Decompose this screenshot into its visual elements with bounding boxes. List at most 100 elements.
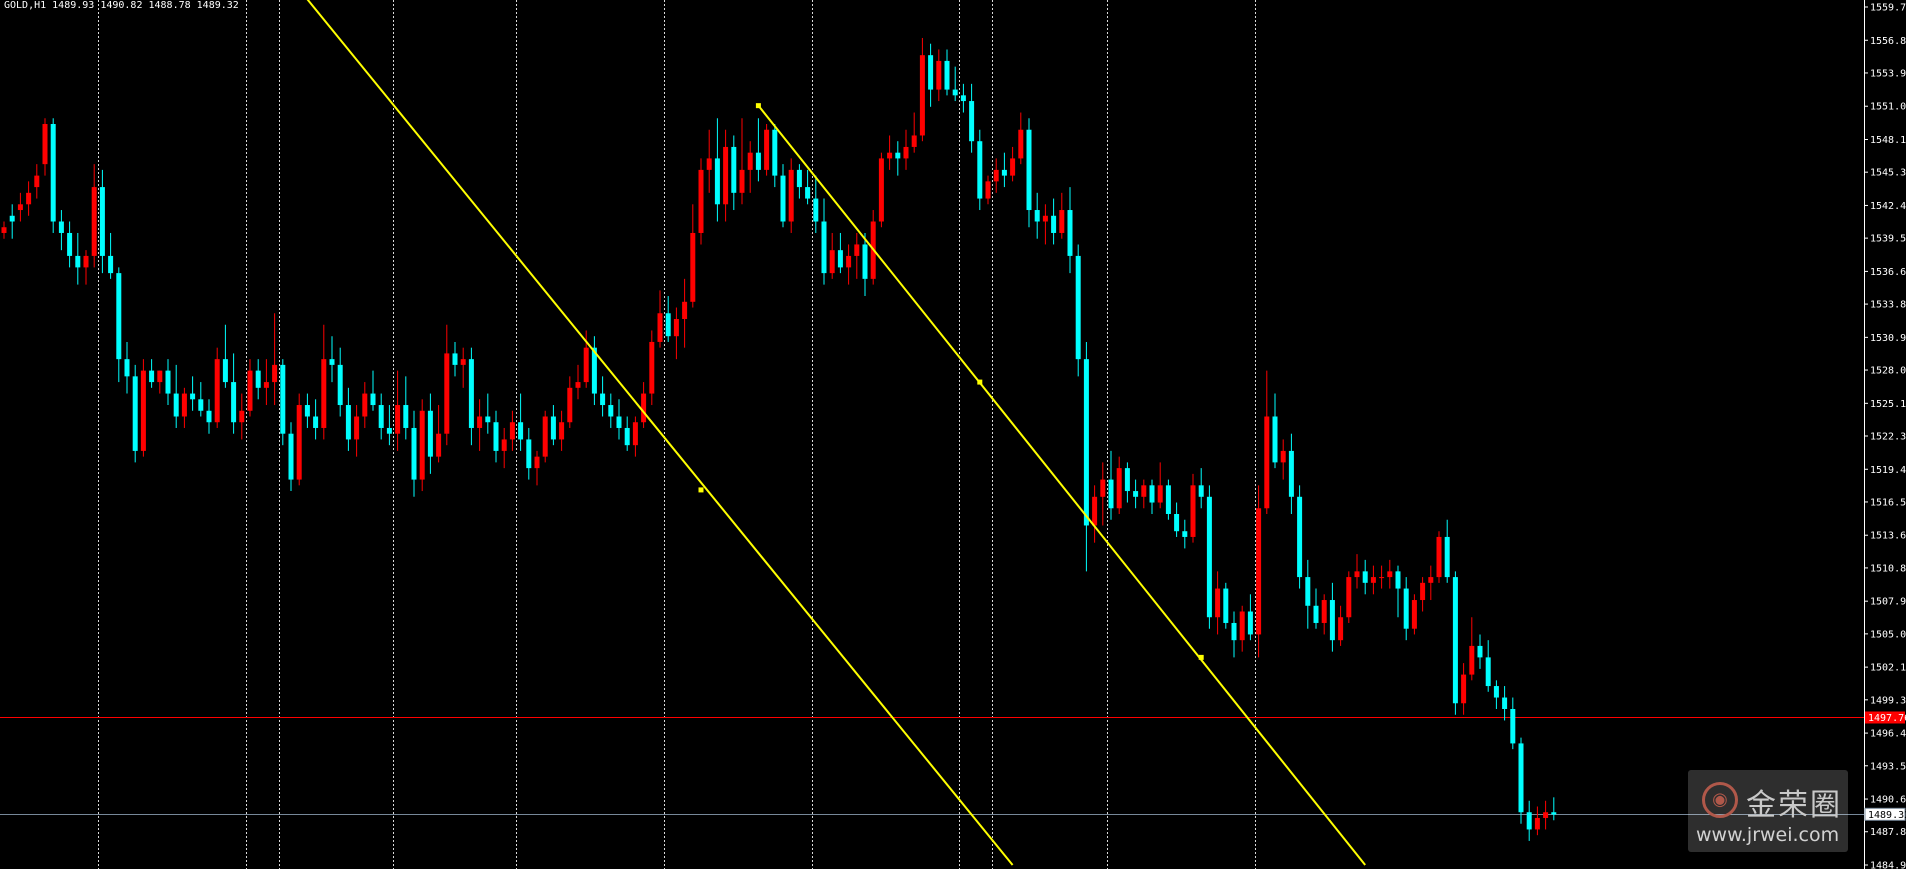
candle-body <box>526 439 532 469</box>
price-tick-label: 1545.30 <box>1870 168 1906 179</box>
candle-body <box>518 422 524 440</box>
candle-body <box>813 198 819 222</box>
candle-body <box>911 135 917 147</box>
candle-body <box>723 146 729 205</box>
candle-body <box>657 313 663 342</box>
candle-body <box>411 427 417 480</box>
candle-body <box>132 376 138 451</box>
candle-body <box>1420 582 1426 601</box>
candle-body <box>575 382 581 388</box>
candle-body <box>534 456 540 469</box>
candle-body <box>632 422 638 446</box>
price-tick-label: 1507.90 <box>1870 597 1906 608</box>
period-separators <box>98 0 1256 869</box>
candle-body <box>993 169 999 182</box>
candle-body <box>1092 496 1098 526</box>
candle-body <box>1067 210 1073 256</box>
candle-body <box>1051 215 1057 233</box>
candle-body <box>83 255 89 268</box>
candle-body <box>1215 588 1221 618</box>
candle-body <box>550 416 556 440</box>
candle-body <box>1485 657 1491 687</box>
candle-body <box>321 359 327 428</box>
candle-body <box>173 393 179 417</box>
price-tick-label: 1519.40 <box>1870 465 1906 476</box>
candle-body <box>239 410 245 423</box>
candle-body <box>198 399 204 411</box>
candle-body <box>747 152 753 170</box>
candle-body <box>231 382 237 423</box>
candle-body <box>878 158 884 222</box>
price-tick-label: 1496.40 <box>1870 729 1906 740</box>
candle-body <box>1059 210 1065 233</box>
price-tick-label: 1493.55 <box>1870 761 1906 772</box>
candle-body <box>304 405 310 417</box>
candle-body <box>1297 496 1303 578</box>
candle-body <box>1165 485 1171 514</box>
candle-body <box>1493 686 1499 698</box>
candle-body <box>1313 605 1319 623</box>
candle-body <box>1075 255 1081 360</box>
candle-body <box>608 405 614 417</box>
candle-body <box>772 129 778 176</box>
candle-body <box>296 405 302 480</box>
candle-body <box>854 244 860 256</box>
candle-body <box>583 347 589 383</box>
candle-body <box>1256 508 1262 635</box>
candle-body <box>1264 416 1270 509</box>
candle-body <box>263 382 269 388</box>
candle-body <box>1534 817 1540 830</box>
candle-body <box>1444 536 1450 578</box>
candle-body <box>706 158 712 170</box>
candle-body <box>1436 536 1442 578</box>
candle-body <box>50 124 56 222</box>
candle-body <box>1305 577 1311 606</box>
price-tick-label: 1533.80 <box>1870 300 1906 311</box>
candle-body <box>280 364 286 434</box>
channel-lower <box>306 0 1014 866</box>
candle-body <box>42 124 48 165</box>
candle-body <box>477 416 483 428</box>
price-tick-label: 1539.55 <box>1870 234 1906 245</box>
candle-body <box>895 152 901 159</box>
candle-body <box>665 313 671 337</box>
trend-channel[interactable] <box>280 0 1366 866</box>
price-tick-label: 1525.15 <box>1870 399 1906 410</box>
candle-body <box>1510 709 1516 744</box>
candle-body <box>1403 588 1409 629</box>
bid-price-label-box <box>1864 807 1906 821</box>
candle-body <box>985 181 991 199</box>
candle-body <box>1477 645 1483 658</box>
candle-body <box>739 169 745 193</box>
candle-body <box>436 433 442 457</box>
candle-body <box>1461 674 1467 704</box>
support-level-label: 1497.76 <box>1868 713 1906 724</box>
candle-body <box>600 393 606 406</box>
candle-body <box>1338 617 1344 641</box>
candle-body <box>690 232 696 302</box>
candle-body <box>1231 622 1237 641</box>
candle-body <box>1018 129 1024 159</box>
candle-body <box>1395 571 1401 589</box>
candle-body <box>444 353 450 434</box>
candle-body <box>649 341 655 394</box>
candle-body <box>1034 210 1040 222</box>
candle-body <box>1329 600 1335 641</box>
channel-upper <box>757 105 1366 866</box>
candle-body <box>1223 588 1229 623</box>
candle-body <box>1026 129 1032 211</box>
candle-body <box>1157 485 1163 503</box>
candle-body <box>542 416 548 457</box>
candle-body <box>362 393 368 417</box>
candle-body <box>714 158 720 205</box>
price-tick-label: 1516.55 <box>1870 497 1906 508</box>
candle-body <box>846 255 852 268</box>
candle-body <box>969 101 975 142</box>
candle-body <box>1362 571 1368 583</box>
candle-body <box>1124 468 1130 492</box>
price-tick-label: 1548.15 <box>1870 135 1906 146</box>
support-level-label-box <box>1865 711 1905 724</box>
candle-body <box>559 422 565 440</box>
candle-body <box>255 370 261 388</box>
